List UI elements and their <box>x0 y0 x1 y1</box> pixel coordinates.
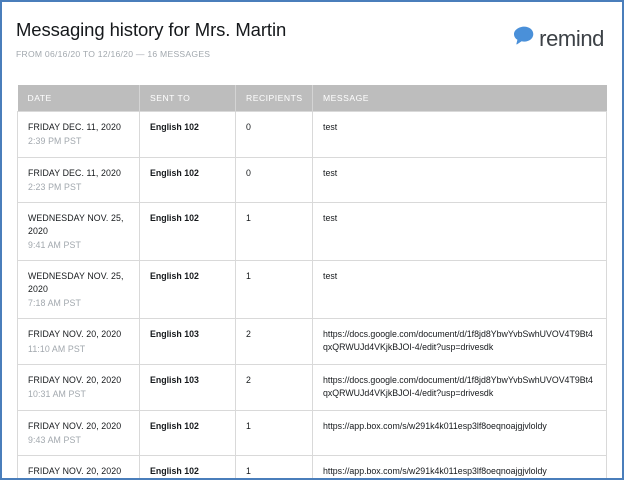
cell-message: test <box>312 202 607 262</box>
message-time: 2:39 PM PST <box>28 136 82 147</box>
cell-date: FRIDAY DEC. 11, 2020 2:39 PM PST <box>17 111 140 158</box>
cell-message: test <box>312 156 607 204</box>
message-body: test <box>323 271 338 282</box>
cell-date: FRIDAY DEC. 11, 2020 2:23 PM PST <box>17 156 140 204</box>
message-date: FRIDAY NOV. 20, 2020 <box>28 374 122 385</box>
cell-sent-to: English 102 <box>139 260 236 320</box>
cell-recipients: 1 <box>235 455 313 478</box>
cell-recipients: 0 <box>235 156 313 204</box>
message-body: test <box>323 213 338 224</box>
message-date: FRIDAY DEC. 11, 2020 <box>28 167 121 178</box>
cell-sent-to: English 102 <box>139 455 236 478</box>
message-body: https://docs.google.com/document/d/1f8jd… <box>323 374 593 399</box>
cell-message: https://app.box.com/s/w291k4k011esp3lf8o… <box>312 409 607 457</box>
message-time: 2:23 PM PST <box>28 182 82 193</box>
message-date: WEDNESDAY NOV. 25, 2020 <box>28 271 124 294</box>
message-body: https://docs.google.com/document/d/1f8jd… <box>323 329 593 353</box>
cell-message: test <box>312 260 607 320</box>
cell-sent-to: English 102 <box>139 202 236 262</box>
cell-recipients: 0 <box>235 111 313 158</box>
messaging-history-table: DATE SENT TO RECIPIENTS MESSAGE FRIDAY D… <box>17 85 607 478</box>
cell-message: https://docs.google.com/document/d/1f8jd… <box>312 318 607 365</box>
page-subtitle: FROM 06/16/20 TO 12/16/20 — 16 MESSAGES <box>16 49 211 60</box>
cell-date: FRIDAY NOV. 20, 2020 11:10 AM PST <box>17 318 140 365</box>
recipient-count: 1 <box>246 213 251 224</box>
message-date: WEDNESDAY NOV. 25, 2020 <box>28 213 124 236</box>
table-row[interactable]: FRIDAY NOV. 20, 2020 11:10 AM PST English … <box>17 318 607 365</box>
message-date: FRIDAY NOV. 20, 2020 <box>28 466 122 477</box>
cell-sent-to: English 102 <box>139 409 236 457</box>
table-head: DATE SENT TO RECIPIENTS MESSAGE <box>17 85 607 112</box>
sent-to-class: English 102 <box>150 271 199 282</box>
history-table-container: DATE SENT TO RECIPIENTS MESSAGE FRIDAY D… <box>17 85 607 478</box>
sent-to-class: English 102 <box>150 122 199 133</box>
message-date: FRIDAY DEC. 11, 2020 <box>28 122 121 133</box>
cell-message: test <box>312 111 607 158</box>
table-header-row: DATE SENT TO RECIPIENTS MESSAGE <box>17 85 607 112</box>
sent-to-class: English 102 <box>150 167 199 178</box>
cell-sent-to: English 102 <box>139 111 236 158</box>
recipient-count: 1 <box>246 420 251 431</box>
message-time: 9:41 AM PST <box>28 240 81 250</box>
column-header-recipients[interactable]: RECIPIENTS <box>235 85 313 112</box>
cell-date: WEDNESDAY NOV. 25, 2020 7:18 AM PST <box>17 260 140 320</box>
page-title: Messaging history for Mrs. Martin <box>16 19 287 40</box>
column-header-date[interactable]: DATE <box>17 85 140 112</box>
cell-sent-to: English 103 <box>139 363 236 411</box>
cell-recipients: 1 <box>235 409 313 457</box>
header-text-block: Messaging history for Mrs. Martin FROM 0… <box>16 16 286 59</box>
cell-message: https://app.box.com/s/w291k4k011esp3lf8o… <box>312 455 607 478</box>
recipient-count: 0 <box>246 122 251 133</box>
table-row[interactable]: FRIDAY NOV. 20, 2020 9:43 AM PST English 1… <box>17 409 607 457</box>
cell-sent-to: English 102 <box>139 156 236 204</box>
cell-sent-to: English 103 <box>139 318 236 365</box>
cell-date: FRIDAY NOV. 20, 2020 9:43 AM PST <box>17 409 140 457</box>
recipient-count: 2 <box>246 329 251 340</box>
message-body: test <box>323 122 338 133</box>
recipient-count: 1 <box>246 271 251 282</box>
recipient-count: 1 <box>246 466 251 477</box>
message-date: FRIDAY NOV. 20, 2020 <box>28 329 122 340</box>
sent-to-class: English 103 <box>150 329 199 340</box>
cell-recipients: 2 <box>235 363 313 411</box>
cell-recipients: 1 <box>235 202 313 262</box>
message-time: 10:31 AM PST <box>28 389 86 400</box>
message-body: https://app.box.com/s/w291k4k011esp3lf8o… <box>323 420 547 431</box>
cell-date: FRIDAY NOV. 20, 2020 10:31 AM PST <box>17 363 140 411</box>
table-row[interactable]: WEDNESDAY NOV. 25, 2020 9:41 AM PST Englis… <box>17 202 607 262</box>
sent-to-class: English 103 <box>150 374 199 385</box>
sent-to-class: English 102 <box>150 420 199 431</box>
message-date: FRIDAY NOV. 20, 2020 <box>28 420 122 431</box>
cell-date: WEDNESDAY NOV. 25, 2020 9:41 AM PST <box>17 202 140 262</box>
column-header-sent-to[interactable]: SENT TO <box>139 85 236 112</box>
message-body: test <box>323 167 338 178</box>
recipient-count: 0 <box>246 167 251 178</box>
table-row[interactable]: FRIDAY DEC. 11, 2020 2:23 PM PST English 1… <box>17 156 607 204</box>
cell-recipients: 1 <box>235 260 313 320</box>
table-body: FRIDAY DEC. 11, 2020 2:39 PM PST English 1… <box>17 111 607 478</box>
sent-to-class: English 102 <box>150 466 199 477</box>
sent-to-class: English 102 <box>150 213 199 224</box>
page-header: Messaging history for Mrs. Martin FROM 0… <box>2 2 622 59</box>
cell-message: https://docs.google.com/document/d/1f8jd… <box>312 363 607 411</box>
speech-bubble-icon <box>512 24 536 53</box>
message-time: 7:18 AM PST <box>28 297 81 308</box>
message-time: 11:10 AM PST <box>28 343 86 354</box>
remind-wordmark: remind <box>539 25 604 51</box>
remind-logo: remind <box>512 16 608 53</box>
message-body: https://app.box.com/s/w291k4k011esp3lf8o… <box>323 466 547 477</box>
table-row[interactable]: WEDNESDAY NOV. 25, 2020 7:18 AM PST Englis… <box>17 260 607 320</box>
recipient-count: 2 <box>246 374 251 385</box>
table-row[interactable]: FRIDAY NOV. 20, 2020 10:31 AM PST English … <box>17 363 607 411</box>
column-header-message[interactable]: MESSAGE <box>312 85 607 112</box>
table-row[interactable]: FRIDAY DEC. 11, 2020 2:39 PM PST English 1… <box>17 111 607 158</box>
message-time: 9:43 AM PST <box>28 434 81 445</box>
cell-recipients: 2 <box>235 318 313 365</box>
